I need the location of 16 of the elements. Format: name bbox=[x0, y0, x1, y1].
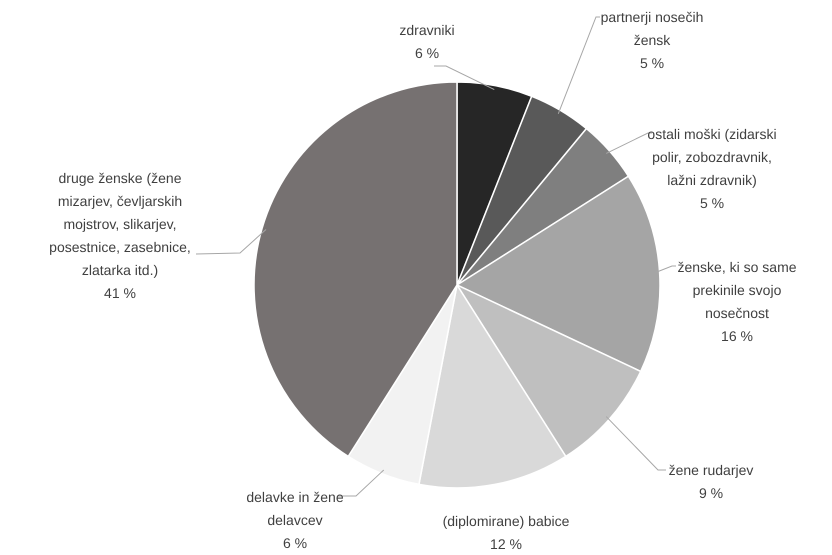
slice-label: delavke in žene delavcev bbox=[246, 488, 344, 528]
slice-label: (diplomirane) babice bbox=[442, 512, 570, 529]
slice-label: druge ženske (žene mizarjev, čevljarskih mojstrov, slikarjev, posestnice, zasebnice, zlatarka itd.) bbox=[49, 170, 191, 278]
data-label: 12 % bbox=[490, 536, 522, 552]
slice-label: zdravniki bbox=[399, 22, 455, 38]
data-label: 41 % bbox=[104, 284, 136, 301]
slice-label: ostali moški (zidarski polir, zobozdravnik, lažni zdravnik) bbox=[647, 126, 777, 188]
data-label: 5 % bbox=[640, 54, 664, 71]
slice-label: ženske, ki so same prekinile svojo nosečnost bbox=[677, 258, 797, 321]
data-label: 16 % bbox=[721, 328, 753, 344]
data-label: 9 % bbox=[698, 484, 724, 501]
slice-label: žene rudarjev bbox=[668, 462, 754, 478]
data-label: 5 % bbox=[700, 194, 724, 211]
data-label: 6 % bbox=[282, 534, 308, 551]
data-label: 6 % bbox=[414, 44, 440, 61]
slice-label: partnerji nosečih žensk bbox=[600, 8, 704, 48]
